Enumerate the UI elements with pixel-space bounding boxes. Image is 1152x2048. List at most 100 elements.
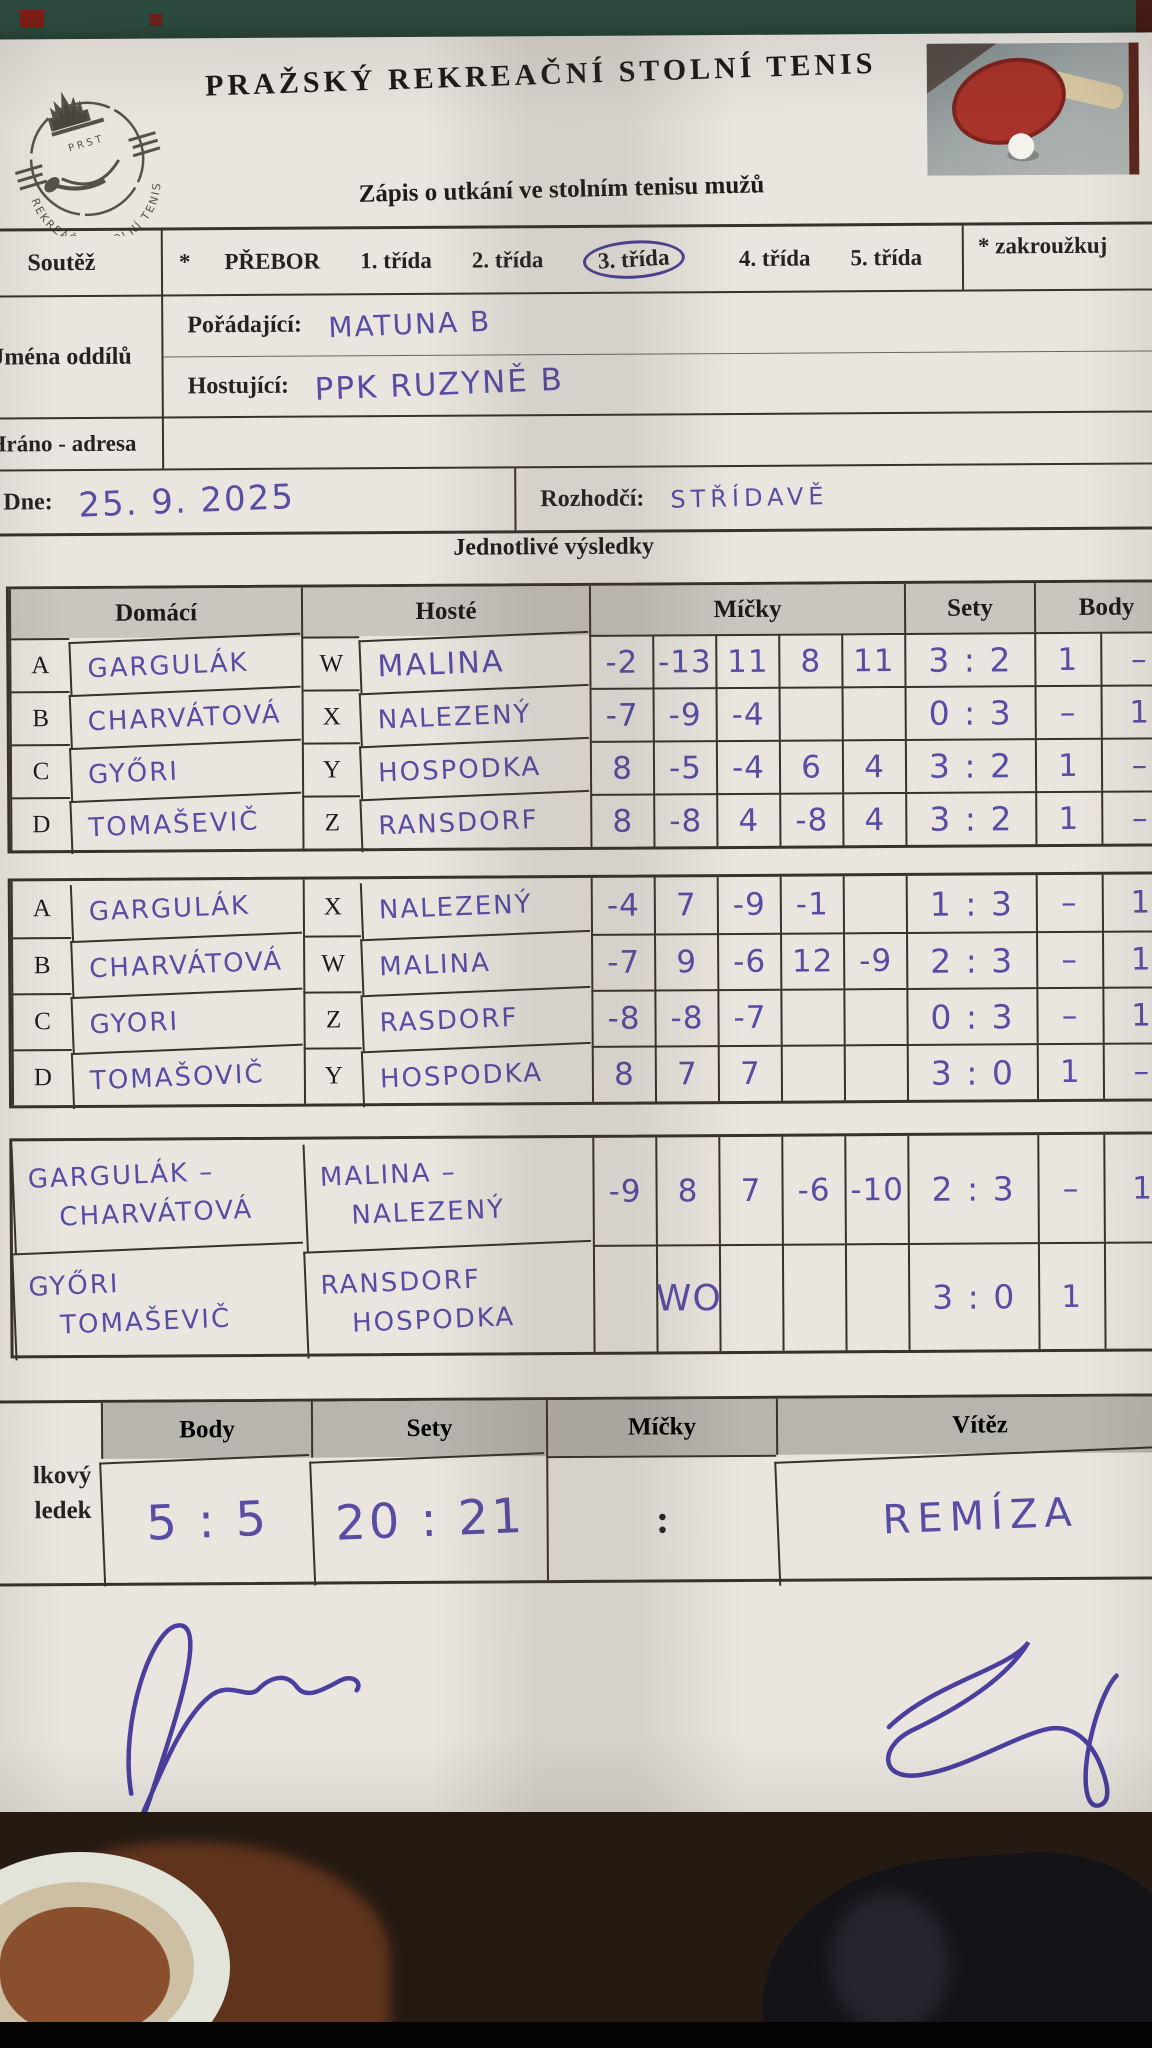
ball-3: -4 [715,739,780,794]
ball-4 [780,988,844,1045]
teams-fields: Pořádající: MATUNA B Hostující: PPK RUZY… [163,290,1152,416]
guest-player: NALEZENÝ [359,873,592,940]
home-pair-player-2: TOMAŠEVIČ [59,1303,232,1341]
guest-player: MALINA [358,630,591,694]
poradajici-label: Pořádající: [187,311,303,339]
sets-score: 2 : 3 [906,931,1037,988]
points-guest: 1 [1101,874,1152,931]
points-guest: 1 [1102,986,1152,1043]
ball-5 [844,1242,909,1351]
sets-score: 0 : 3 [906,987,1037,1044]
star-mark: * [178,249,191,275]
guest-player: RASDORF [360,985,593,1052]
sets-score: 3 : 0 [907,1242,1039,1350]
ball-3: 11 [715,633,779,688]
ball-4: 8 [778,633,842,687]
col-header-body: Body [1033,582,1152,633]
guest-captain-signature [885,1640,1119,1809]
ball-1: -8 [591,989,655,1046]
points-guest: 1 [1102,930,1152,987]
points-home: – [1036,930,1103,988]
sets-score: 3 : 2 [904,632,1035,686]
option-4-trida: 4. třída [738,245,811,271]
row-letter: D [10,797,71,851]
match-info-form: Soutěž * PŘEBOR 1. třída 2. třída 3. tří… [0,221,1152,537]
dne-row: Dne: 25. 9. 2025 Rozhodčí: STŘÍDAVĚ [0,464,1152,534]
guest-letter: X [301,689,360,743]
poradajici-value: MATUNA B [327,304,492,345]
hrano-row: Hráno - adresa [0,412,1152,472]
ball-2: -8 [654,989,718,1046]
scoresheet-paper: PRST REKREAČNÍ STOLNÍ TENIS PRAŽSKÝ REKR… [0,32,1152,1830]
guest-pair-player-1: MALINA – [319,1156,458,1193]
ball-2: -5 [652,740,717,794]
row-letter: D [11,1049,73,1106]
guest-pair-player-2: NALEZENÝ [350,1193,506,1231]
points-guest: – [1100,631,1152,685]
sets-score: 3 : 2 [905,791,1036,845]
table-tennis-paddle-photo [926,42,1140,176]
dne-value: 25. 9. 2025 [77,476,297,526]
points-home: 1 [1036,1042,1104,1100]
ball-5: 11 [841,632,905,687]
home-player: TOMAŠOVIČ [70,1043,305,1110]
summary-table: lkový ledek Body Sety Míčky Vítěz 5 : 5 … [0,1393,1152,1587]
soutez-row: Soutěž * PŘEBOR 1. třída 2. třída 3. tří… [0,224,1152,298]
option-1-trida: 1. třída [360,247,432,274]
summary-sety-value: 20 : 21 [309,1452,550,1586]
ball-5: -10 [844,1135,908,1244]
ball-5 [843,1043,908,1101]
rozhodci-value: STŘÍDAVĚ [670,482,829,514]
points-home: – [1034,684,1101,739]
summary-vitez-value: REMÍZA [774,1445,1152,1586]
food [0,1907,170,2037]
club-logo-stamp: PRST REKREAČNÍ STOLNÍ TENIS [14,91,172,236]
guest-pair-player-1: RANSDORF [319,1263,482,1301]
ball-2: 7 [654,1045,719,1102]
points-guest: 1 [1103,1134,1152,1242]
guest-letter: Y [301,742,361,796]
results-table-1: Domácí Hosté Míčky Sety Body A GARGULÁK … [5,579,1152,855]
home-player: GARGULÁK [69,875,304,942]
shoe-highlight [825,1888,955,2037]
option-5-trida: 5. třída [850,244,923,271]
option-prebor: PŘEBOR [224,248,321,275]
home-captain-signature [126,1623,361,1824]
guest-player: MALINA [360,929,593,996]
home-player: GYŐRI [69,738,303,802]
col-header-hoste: Hosté [300,585,590,637]
ball-4: -8 [779,792,843,846]
home-player: GARGULÁK [68,632,303,696]
ball-3: 7 [718,1136,782,1245]
hostujici-row: Hostující: PPK RUZYNĚ B [163,351,1152,417]
ball-3: -6 [717,932,781,990]
guest-pair: MALINA – NALEZENÝ [302,1132,595,1252]
background-red-object [20,10,44,28]
sets-score: 0 : 3 [904,685,1035,739]
home-pair-player-1: GYŐRI [27,1268,121,1303]
ball-3: 7 [717,1044,782,1102]
celkovy-vysledek-label: lkový ledek [32,1461,92,1525]
zakrouzkuj-note: * zakroužkuj [961,224,1152,290]
ball-2: -13 [652,634,716,688]
ball-1: -7 [591,933,655,990]
ball-1: -9 [592,1137,656,1245]
points-guest: – [1101,790,1152,844]
points-guest: 1 [1100,684,1152,738]
points-guest: – [1102,1042,1152,1099]
ball-5 [841,685,905,740]
option-3-trida-circled: 3. třída [582,237,686,282]
guest-pair-player-2: HOSPODKA [351,1301,516,1339]
ball-1: 8 [591,1045,656,1102]
guest-letter: Z [303,991,362,1048]
row-letter: C [11,993,72,1050]
ball-5: 4 [841,738,906,793]
summary-header-sety: Sety [310,1400,547,1458]
ball-1: -2 [589,634,653,688]
svg-text:PRST: PRST [67,133,106,154]
ball-1: -7 [589,687,653,741]
points-guest: – [1100,737,1152,791]
row-letter: A [9,638,70,692]
ball-4: -1 [779,876,844,933]
hostujici-label: Hostující: [187,372,290,400]
